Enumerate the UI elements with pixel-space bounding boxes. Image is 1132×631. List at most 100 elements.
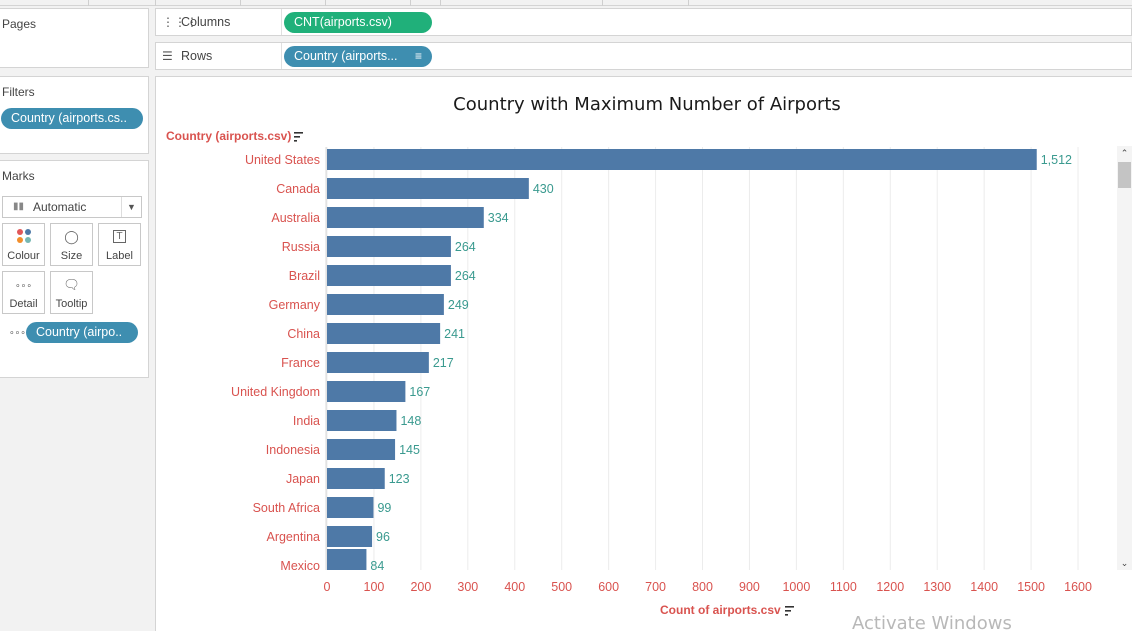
category-label[interactable]: United Kingdom	[231, 385, 320, 399]
category-label[interactable]: Russia	[282, 240, 320, 254]
bar[interactable]	[327, 265, 451, 286]
chart-area: Country with Maximum Number of Airports …	[155, 76, 1132, 631]
category-label[interactable]: Indonesia	[266, 443, 320, 457]
rows-shelf[interactable]: ☰ Rows Country (airports... ≡	[155, 42, 1132, 70]
category-label[interactable]: France	[281, 356, 320, 370]
size-card[interactable]: ◯ Size	[50, 223, 93, 266]
filters-panel[interactable]: Filters Country (airports.cs..	[0, 76, 149, 154]
value-label: 430	[533, 182, 554, 196]
value-label: 264	[455, 269, 476, 283]
bar[interactable]	[327, 236, 451, 257]
tooltip-card[interactable]: 🗨 Tooltip	[50, 271, 93, 314]
value-label: 99	[377, 501, 391, 515]
bar[interactable]	[327, 468, 385, 489]
x-tick-label: 1500	[1017, 580, 1045, 594]
bar[interactable]	[327, 410, 397, 431]
category-label[interactable]: Canada	[276, 182, 320, 196]
bar[interactable]	[327, 294, 444, 315]
tooltip-icon: 🗨	[63, 277, 80, 292]
x-tick-label: 100	[364, 580, 385, 594]
columns-icon: ⋮⋮⋮	[162, 15, 198, 29]
x-tick-label: 800	[692, 580, 713, 594]
x-tick-label: 1400	[970, 580, 998, 594]
bar[interactable]	[327, 549, 367, 570]
category-label[interactable]: Mexico	[280, 559, 320, 573]
value-label: 241	[444, 327, 465, 341]
scroll-thumb[interactable]	[1118, 162, 1131, 188]
marks-title: Marks	[2, 169, 35, 183]
filter-pill-country[interactable]: Country (airports.cs..	[1, 108, 143, 129]
category-label[interactable]: China	[287, 327, 320, 341]
filters-title: Filters	[2, 85, 35, 99]
value-label: 264	[455, 240, 476, 254]
mark-type-dropdown[interactable]: ▮▮ Automatic ▼	[2, 196, 142, 218]
columns-shelf[interactable]: ⋮⋮⋮ Columns CNT(airports.csv)	[155, 8, 1132, 36]
bar-chart: Country with Maximum Number of Airports …	[166, 94, 1092, 617]
chart-title: Country with Maximum Number of Airports	[453, 94, 841, 115]
mark-type-label: Automatic	[33, 200, 87, 214]
vertical-scrollbar[interactable]: ⌃ ⌄	[1117, 146, 1132, 570]
detail-label: Detail	[9, 298, 38, 310]
bar[interactable]	[327, 207, 484, 228]
value-label: 167	[409, 385, 430, 399]
x-tick-label: 1100	[830, 580, 857, 594]
colour-icon	[3, 229, 44, 245]
rows-icon: ☰	[162, 49, 173, 63]
scroll-down-icon[interactable]: ⌄	[1120, 558, 1129, 568]
colour-card[interactable]: Colour	[2, 223, 45, 266]
x-tick-label: 0	[324, 580, 331, 594]
value-label: 145	[399, 443, 420, 457]
pages-title: Pages	[2, 17, 37, 31]
bar-chart-icon: ▮▮	[13, 201, 25, 212]
category-label[interactable]: Australia	[271, 211, 320, 225]
label-card[interactable]: T Label	[98, 223, 141, 266]
x-tick-label: 700	[645, 580, 666, 594]
bar[interactable]	[327, 526, 373, 547]
bar[interactable]	[327, 352, 429, 373]
detail-card[interactable]: ∘∘∘ Detail	[2, 271, 45, 314]
value-label: 84	[370, 559, 384, 573]
activate-windows-watermark: Activate Windows	[852, 613, 1012, 631]
pages-panel[interactable]: Pages	[0, 8, 149, 68]
detail-pill-country[interactable]: Country (airpo..	[26, 322, 138, 343]
columns-label: Columns	[181, 15, 231, 29]
value-label: 217	[433, 356, 454, 370]
bar[interactable]	[327, 439, 396, 460]
x-tick-label: 1000	[782, 580, 810, 594]
x-axis-title: Count of airports.csv	[660, 603, 781, 617]
bar[interactable]	[327, 178, 529, 199]
rows-label: Rows	[181, 49, 213, 63]
category-label[interactable]: Brazil	[289, 269, 320, 283]
x-axis-sort-icon[interactable]	[785, 606, 794, 616]
x-tick-label: 1600	[1064, 580, 1092, 594]
category-label[interactable]: India	[293, 414, 320, 428]
value-label: 96	[376, 530, 390, 544]
category-label[interactable]: United States	[245, 153, 320, 167]
chevron-down-icon: ▼	[121, 197, 141, 217]
columns-pill[interactable]: CNT(airports.csv)	[284, 12, 432, 33]
scroll-up-icon[interactable]: ⌃	[1120, 148, 1129, 158]
value-label: 123	[389, 472, 410, 486]
x-tick-label: 1200	[876, 580, 904, 594]
bar[interactable]	[327, 149, 1037, 170]
size-icon: ◯	[64, 229, 79, 244]
category-label[interactable]: Argentina	[266, 530, 320, 544]
bar[interactable]	[327, 381, 406, 402]
bar[interactable]	[327, 497, 374, 518]
detail-icon: ∘∘∘	[15, 280, 32, 290]
value-label: 1,512	[1041, 153, 1072, 167]
category-label[interactable]: Japan	[286, 472, 320, 486]
y-axis-sort-icon[interactable]	[294, 132, 303, 142]
x-tick-label: 500	[551, 580, 572, 594]
x-tick-label: 900	[739, 580, 760, 594]
rows-pill[interactable]: Country (airports... ≡	[284, 46, 432, 67]
category-label[interactable]: South Africa	[253, 501, 320, 515]
value-label: 334	[488, 211, 509, 225]
bar[interactable]	[327, 323, 441, 344]
size-label: Size	[60, 250, 83, 262]
x-tick-label: 1300	[923, 580, 951, 594]
sort-descending-icon[interactable]: ≡	[414, 49, 422, 63]
category-label[interactable]: Germany	[269, 298, 321, 312]
x-tick-label: 300	[457, 580, 478, 594]
